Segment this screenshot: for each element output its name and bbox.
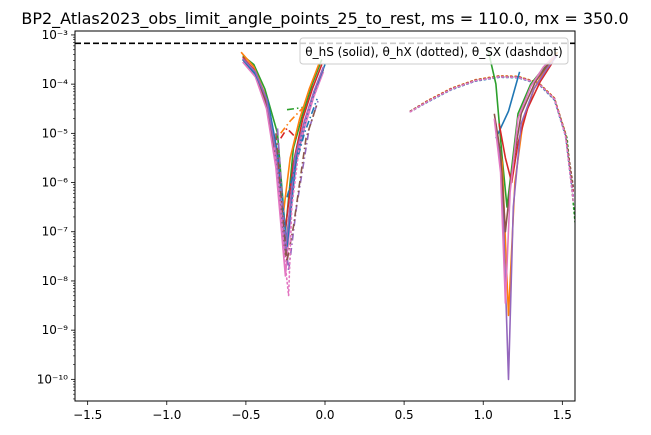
x-tick-label: 0.0: [315, 408, 334, 422]
legend: θ_hS (solid), θ_hX (dotted), θ_SX (dashd…: [299, 37, 569, 65]
y-tick-label: 10⁻⁷: [42, 225, 69, 239]
plot-frame: [74, 30, 576, 402]
y-tick-label: 10⁻⁶: [42, 176, 69, 190]
series-line-dashdot-9: [286, 98, 318, 198]
series-line-solid-25: [495, 54, 559, 381]
legend-text: θ_hS (solid), θ_hX (dotted), θ_SX (dashd…: [305, 45, 562, 59]
series-layer: [240, 49, 575, 381]
y-tick-label: 10⁻⁴: [42, 77, 69, 91]
series-line-dashdot-8: [280, 105, 305, 134]
x-tick-label: −0.5: [231, 408, 260, 422]
chart-title: BP2_Atlas2023_obs_limit_angle_points_25_…: [21, 9, 628, 29]
y-tick-label: 10⁻¹⁰: [37, 372, 68, 386]
series-line-solid-27: [493, 54, 557, 304]
y-tick-label: 10⁻⁸: [42, 274, 69, 288]
x-axis-ticks: −1.5 −1.0 −0.5 0.0 0.5 1.0 1.5: [73, 401, 572, 422]
y-axis-ticks: 10⁻¹⁰ 10⁻⁹ 10⁻⁸ 10⁻⁷ 10⁻⁶ 10⁻⁵ 10⁻⁴ 10⁻³: [37, 28, 75, 400]
series-line-dotted-20: [409, 76, 575, 203]
x-tick-label: 1.5: [553, 408, 572, 422]
y-tick-label: 10⁻⁹: [42, 323, 69, 337]
series-line-dotted-19: [409, 75, 575, 189]
x-tick-label: 1.0: [474, 408, 493, 422]
series-line-dashdot-7: [286, 106, 305, 111]
series-line-dotted-13: [273, 83, 320, 297]
y-tick-label: 10⁻⁵: [42, 126, 69, 140]
x-tick-label: −1.0: [152, 408, 181, 422]
series-line-dotted-16: [409, 76, 573, 189]
series-line-dotted-17: [409, 75, 575, 194]
series-line-dotted-18: [409, 76, 575, 199]
legend-box: [299, 37, 569, 65]
series-line-dashdot-11: [276, 98, 320, 272]
x-tick-label: 0.5: [395, 408, 414, 422]
series-line-solid-4: [242, 61, 325, 277]
x-tick-label: −1.5: [73, 408, 102, 422]
y-tick-label: 10⁻³: [42, 28, 69, 42]
series-line-solid-24: [498, 61, 554, 184]
series-line-dashdot-10: [280, 127, 298, 139]
